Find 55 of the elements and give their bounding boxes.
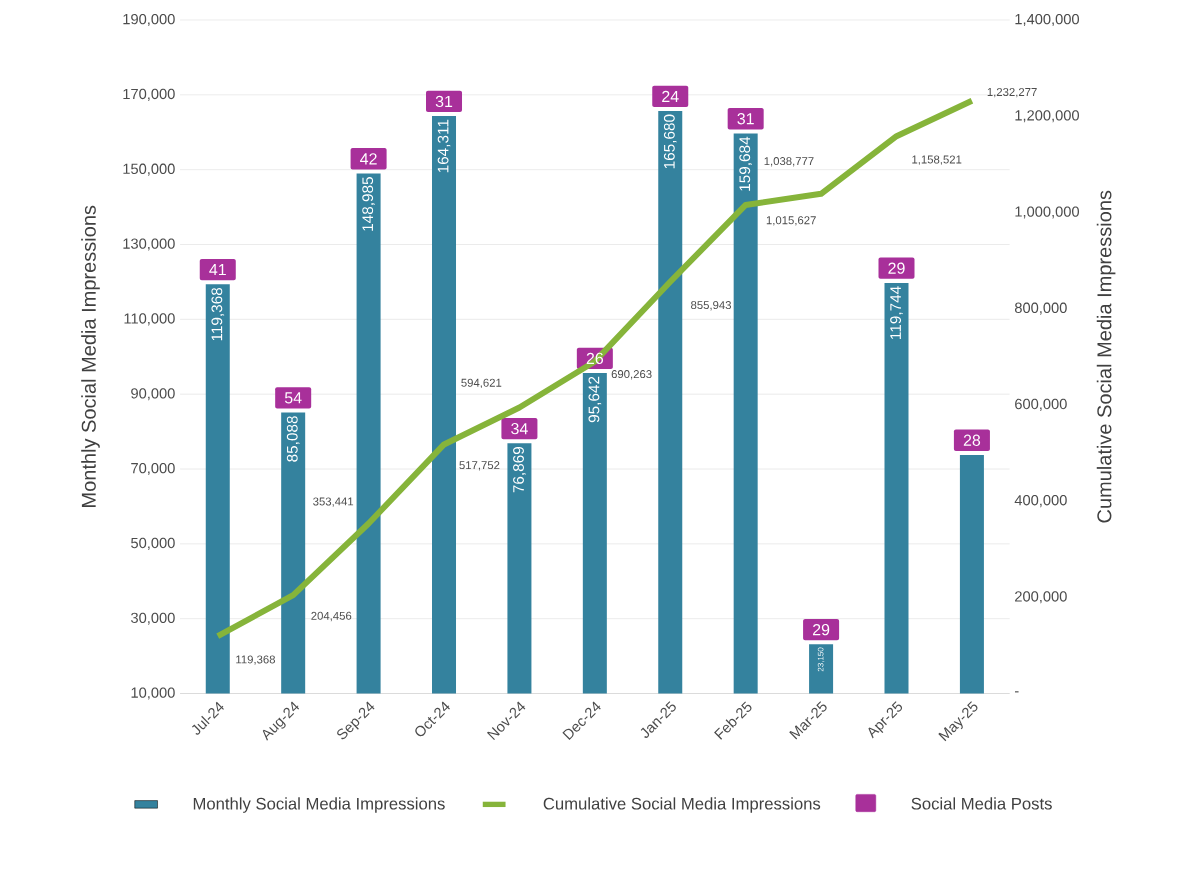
annotation: 31 [737,113,754,125]
y2-tick-label: 1,000,000 [1015,206,1080,219]
data-label: 119,744 [890,286,903,340]
y-tick-label: 130,000 [123,238,175,251]
data-label: 1,038,777 [764,157,814,167]
y-tick-label: 170,000 [123,89,175,102]
data-label: 95,642 [588,376,602,423]
data-label: 76,869 [513,447,526,493]
data-label: 119,368 [211,288,225,341]
annotation: 41 [209,264,226,276]
y2-tick-label: 1,200,000 [1015,110,1080,123]
annotation: 29 [888,262,905,275]
y-tick-label: 190,000 [123,14,175,27]
annotation: 24 [662,90,679,103]
data-label: 1,232,277 [987,88,1037,98]
data-label: 1,158,521 [912,155,962,166]
y2-tick-label: 1,400,000 [1015,14,1080,27]
annotation: 26 [586,352,604,365]
y2-tick-label: 600,000 [1015,399,1067,412]
data-label: 164,311 [437,120,451,173]
y-tick-label: 150,000 [123,163,175,176]
legend-label: Monthly Social Media Impressions [193,797,445,814]
data-label: 594,621 [461,378,502,389]
y2-tick-label: 200,000 [1015,591,1067,604]
data-label: 1,015,627 [766,216,816,226]
data-label: 85,088 [286,416,300,462]
data-label: 204,456 [311,612,352,622]
y-tick-label: 110,000 [124,313,175,326]
annotation: 31 [435,96,453,108]
annotation: 42 [360,153,377,165]
annotation: 54 [284,392,302,404]
annotation: 34 [511,423,528,435]
y-tick-label: 70,000 [131,463,175,476]
data-label: 159,684 [739,137,753,191]
annotation: 28 [963,434,981,447]
y2-tick-label: - [1014,691,1019,693]
y2-tick-label: 400,000 [1014,495,1067,508]
data-label: 148,985 [362,177,375,231]
y-tick-label: 90,000 [131,388,175,401]
data-label: 119,368 [236,655,276,665]
y2-tick-label: 800,000 [1014,302,1067,315]
y-axis-title: Monthly Social Media Impressions [81,206,100,508]
y-tick-label: 50,000 [131,538,175,551]
y-tick-label: 30,000 [131,612,175,625]
data-label: 165,680 [663,114,677,169]
annotation: 29 [812,624,830,636]
data-label: 353,441 [313,497,354,508]
text: Social Media Posts [911,797,1052,810]
data-label: 855,943 [691,301,732,311]
y2-axis-title: Cumulative Social Media Impressions [1096,191,1116,523]
data-label: 517,752 [459,461,500,471]
legend-label: Cumulative Social Media Impressions [543,797,821,814]
y-tick-label: 10,000 [131,687,175,700]
data-label: 690,263 [611,370,652,380]
data-label: 23,150 [817,647,825,672]
